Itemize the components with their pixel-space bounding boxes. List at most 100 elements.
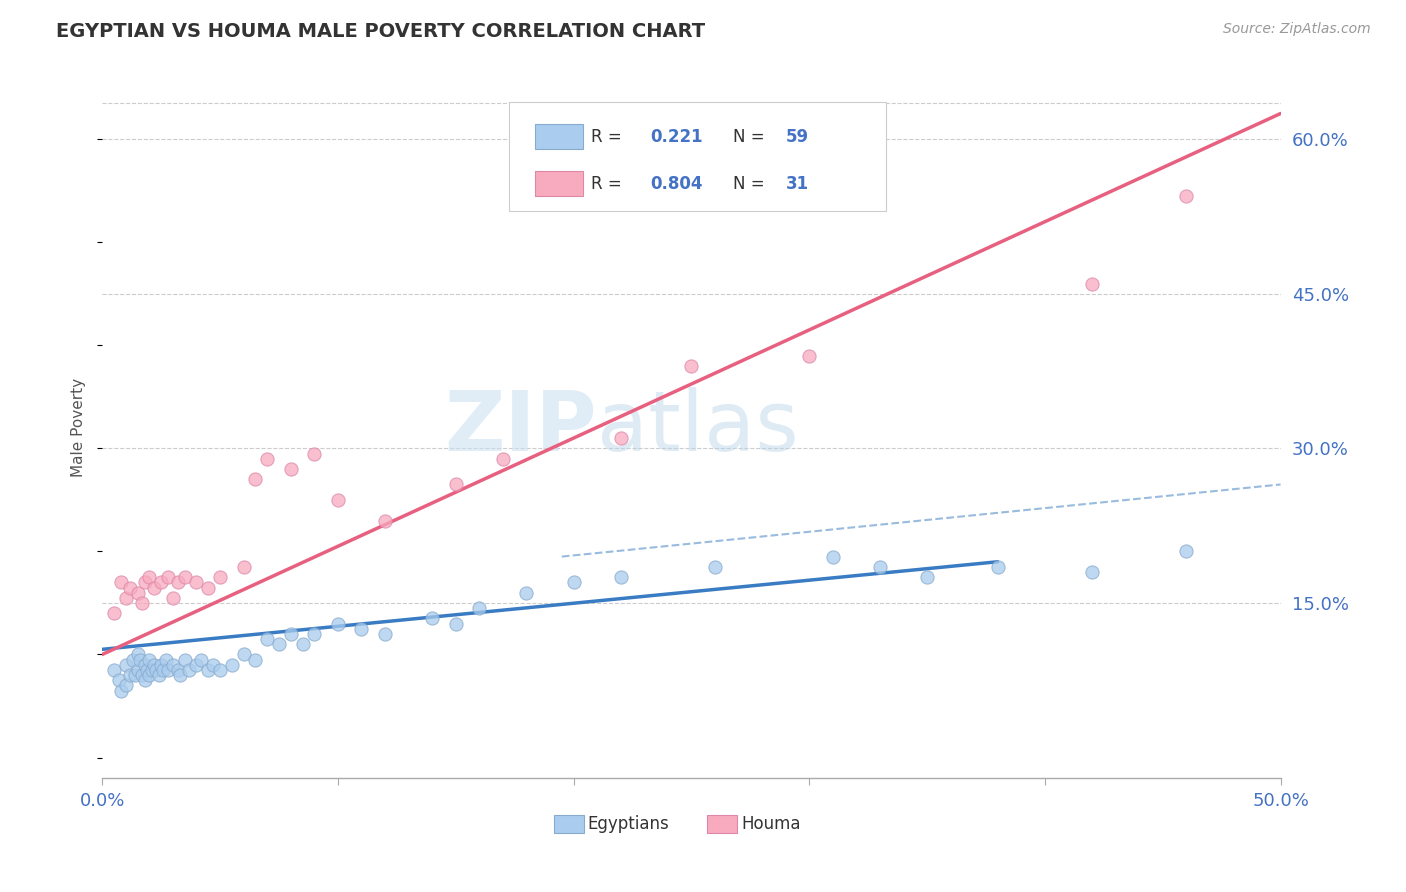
Point	[468, 601, 491, 615]
Point	[114, 591, 136, 605]
Point	[915, 570, 938, 584]
Point	[197, 663, 219, 677]
Point	[256, 451, 278, 466]
Point	[110, 575, 132, 590]
Point	[138, 570, 160, 584]
FancyBboxPatch shape	[554, 815, 583, 833]
Point	[166, 663, 188, 677]
Point	[157, 663, 180, 677]
Point	[326, 616, 349, 631]
Text: R =: R =	[592, 128, 621, 145]
Text: 59: 59	[786, 128, 808, 145]
FancyBboxPatch shape	[707, 815, 737, 833]
Point	[190, 653, 212, 667]
Point	[1175, 544, 1198, 558]
Point	[987, 560, 1010, 574]
FancyBboxPatch shape	[509, 102, 886, 211]
Point	[127, 585, 149, 599]
Text: R =: R =	[592, 175, 621, 193]
Point	[374, 627, 396, 641]
Point	[515, 585, 537, 599]
Point	[138, 668, 160, 682]
Point	[609, 431, 631, 445]
Point	[121, 653, 143, 667]
Point	[186, 575, 208, 590]
Point	[162, 591, 184, 605]
Text: atlas: atlas	[598, 387, 799, 468]
Y-axis label: Male Poverty: Male Poverty	[72, 378, 86, 477]
Point	[107, 673, 129, 688]
Point	[1081, 277, 1104, 291]
Point	[444, 616, 467, 631]
Point	[150, 657, 173, 672]
Point	[131, 596, 153, 610]
Point	[103, 607, 125, 621]
Point	[704, 560, 727, 574]
Point	[124, 668, 146, 682]
Point	[143, 581, 166, 595]
Point	[143, 657, 166, 672]
Point	[145, 663, 167, 677]
Point	[562, 575, 585, 590]
Point	[209, 570, 232, 584]
Point	[799, 349, 821, 363]
Point	[197, 581, 219, 595]
Point	[136, 663, 159, 677]
Point	[869, 560, 891, 574]
Point	[681, 359, 703, 373]
Point	[221, 657, 243, 672]
Point	[150, 575, 173, 590]
Point	[291, 637, 314, 651]
Point	[232, 648, 254, 662]
Point	[134, 657, 156, 672]
Point	[114, 678, 136, 692]
Point	[245, 472, 267, 486]
Point	[209, 663, 232, 677]
Point	[157, 570, 180, 584]
Point	[110, 683, 132, 698]
Point	[609, 570, 631, 584]
Point	[186, 657, 208, 672]
Point	[141, 663, 163, 677]
Text: EGYPTIAN VS HOUMA MALE POVERTY CORRELATION CHART: EGYPTIAN VS HOUMA MALE POVERTY CORRELATI…	[56, 22, 706, 41]
Text: N =: N =	[733, 175, 765, 193]
Point	[173, 570, 195, 584]
Point	[134, 575, 156, 590]
Point	[350, 622, 373, 636]
Point	[420, 611, 443, 625]
Point	[280, 462, 302, 476]
Point	[304, 627, 326, 641]
Point	[374, 514, 396, 528]
Point	[179, 663, 201, 677]
Point	[256, 632, 278, 646]
Point	[304, 446, 326, 460]
Text: 0.221: 0.221	[650, 128, 703, 145]
FancyBboxPatch shape	[534, 124, 583, 149]
Text: N =: N =	[733, 128, 765, 145]
Point	[245, 653, 267, 667]
Point	[267, 637, 290, 651]
Point	[152, 663, 174, 677]
Point	[444, 477, 467, 491]
Point	[173, 653, 195, 667]
Text: 31: 31	[786, 175, 808, 193]
Point	[821, 549, 844, 564]
Point	[131, 668, 153, 682]
Point	[169, 668, 191, 682]
Point	[134, 673, 156, 688]
Point	[138, 653, 160, 667]
Point	[114, 657, 136, 672]
Text: 0.804: 0.804	[650, 175, 703, 193]
Text: Egyptians: Egyptians	[588, 814, 669, 833]
Point	[232, 560, 254, 574]
Text: Source: ZipAtlas.com: Source: ZipAtlas.com	[1223, 22, 1371, 37]
Text: Houma: Houma	[741, 814, 800, 833]
Point	[148, 668, 170, 682]
FancyBboxPatch shape	[534, 171, 583, 196]
Point	[166, 575, 188, 590]
Point	[120, 581, 142, 595]
Text: ZIP: ZIP	[444, 387, 598, 468]
Point	[155, 653, 177, 667]
Point	[492, 451, 515, 466]
Point	[280, 627, 302, 641]
